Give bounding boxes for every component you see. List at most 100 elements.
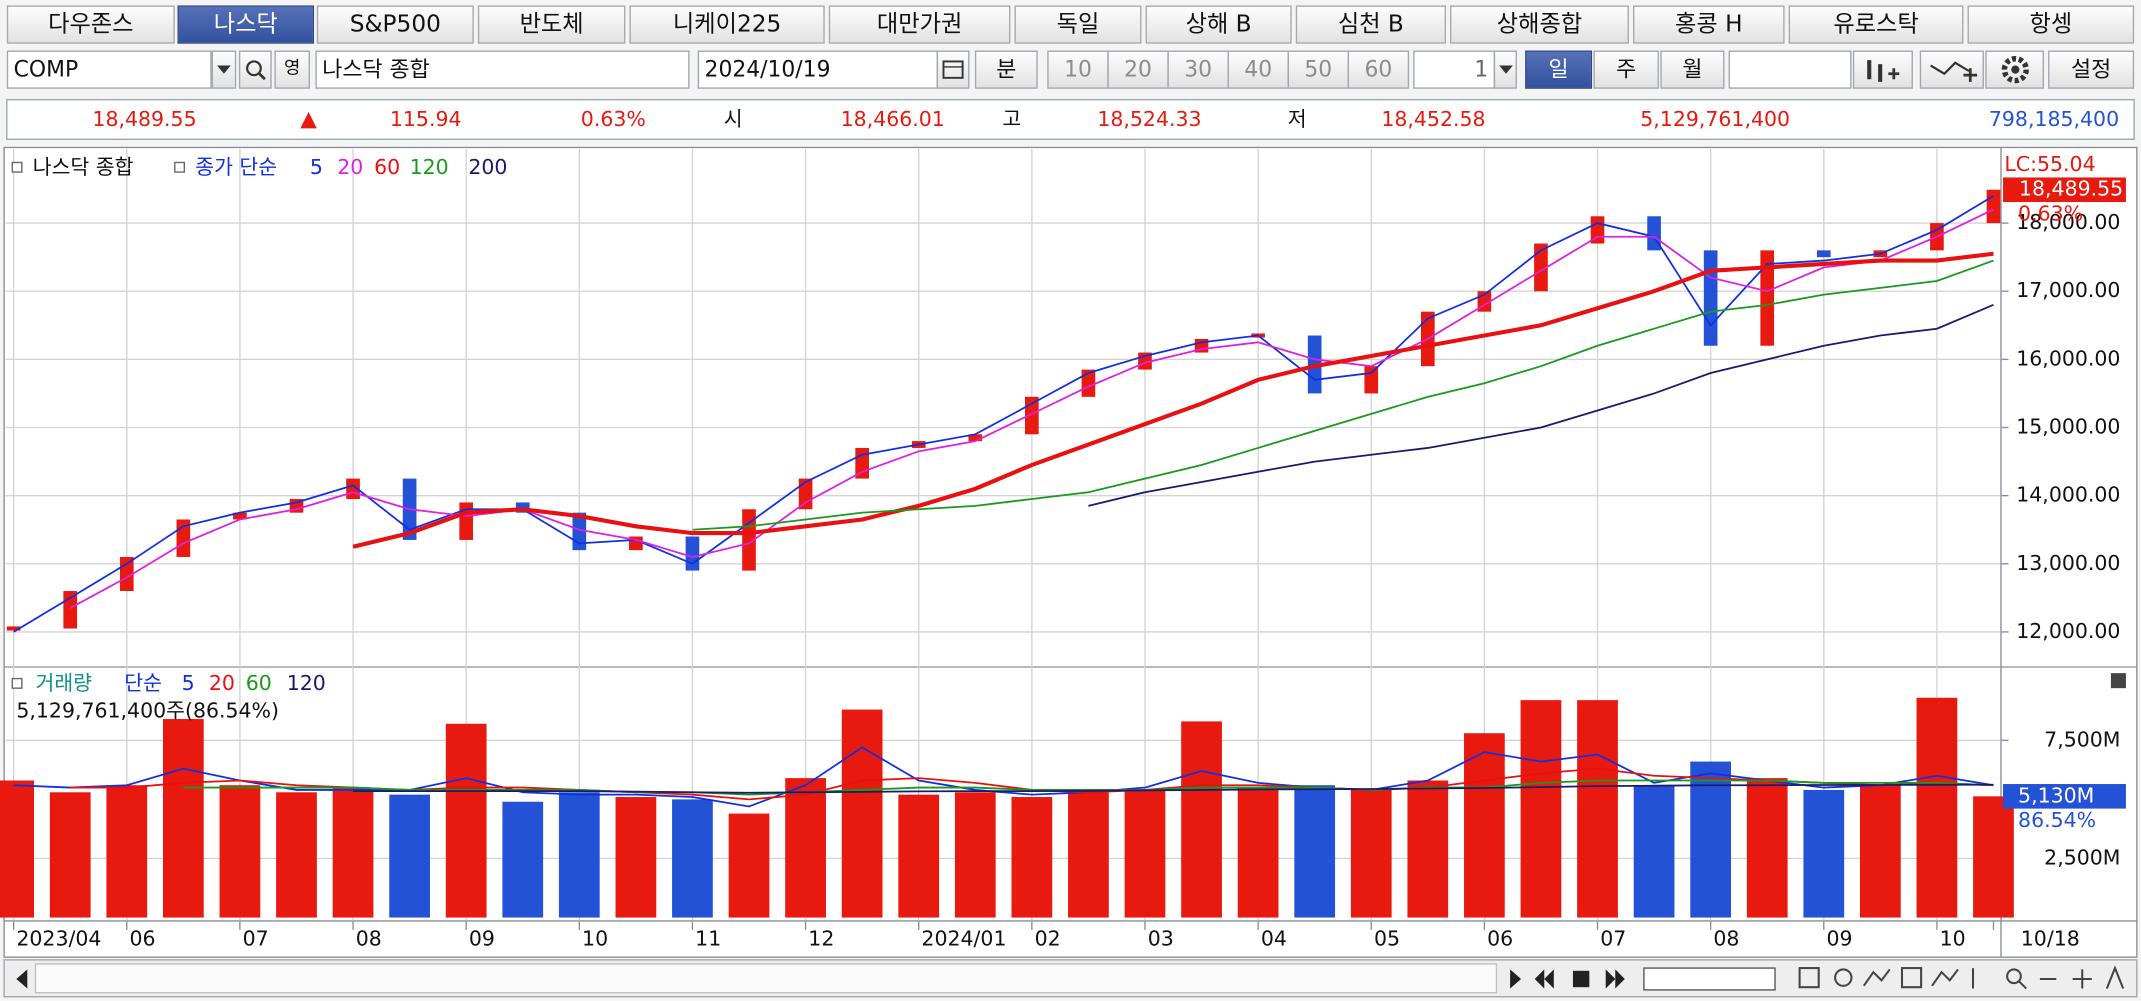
- scroll-right[interactable]: [1510, 969, 1522, 989]
- tab[interactable]: 심천 B: [1295, 5, 1446, 44]
- count-input[interactable]: 1: [1413, 50, 1496, 89]
- volume-bar: [1803, 789, 1845, 918]
- period-button[interactable]: 60: [1347, 50, 1410, 89]
- moving-average-line: [1088, 304, 1994, 507]
- zoom-slider[interactable]: [1643, 967, 1776, 991]
- x-tick-label: 09: [469, 926, 495, 950]
- moving-average-line: [692, 259, 1994, 531]
- x-tick-label: 12: [808, 926, 834, 950]
- volume-bar: [1124, 789, 1166, 918]
- quote-last: 18,489.55: [92, 107, 196, 131]
- last-volume-box: [2003, 784, 2126, 809]
- legend-entry: 120: [410, 155, 449, 179]
- volume-bar: [558, 792, 600, 918]
- legend-marker: [11, 161, 23, 173]
- volume-bar: [1464, 733, 1505, 918]
- period-button[interactable]: 20: [1107, 50, 1169, 89]
- legend-name: 거래량: [36, 671, 93, 695]
- volume-bar: [1973, 796, 2014, 918]
- indicator-button[interactable]: [1919, 50, 1984, 89]
- x-tick-label: 10: [1940, 926, 1966, 950]
- minute-button[interactable]: 분: [974, 50, 1038, 89]
- day-button[interactable]: 일: [1525, 50, 1593, 89]
- period-button[interactable]: 30: [1167, 50, 1229, 89]
- quote-volume: 5,129,761,400: [1640, 107, 1790, 131]
- volume-bar: [1520, 700, 1562, 918]
- last-value-box: [2003, 177, 2126, 203]
- scroll-stop[interactable]: [1572, 970, 1590, 988]
- blank-field[interactable]: [1728, 50, 1852, 89]
- legend-entry: 60: [246, 671, 272, 695]
- date-input[interactable]: 2024/10/19: [697, 50, 939, 89]
- tab[interactable]: 상해종합: [1450, 5, 1629, 44]
- scroll-prev[interactable]: [1534, 969, 1554, 989]
- volume-bar: [1068, 792, 1109, 918]
- settings-button[interactable]: 설정: [2048, 50, 2135, 89]
- price-candle: [1703, 250, 1718, 346]
- price-candle: [1364, 366, 1379, 394]
- volume-ratio-label: 86.54%: [2018, 808, 2096, 832]
- tab[interactable]: 독일: [1014, 5, 1142, 44]
- panel-close[interactable]: [2110, 673, 2126, 689]
- tab[interactable]: 니케이225: [629, 5, 825, 44]
- volume-bar: [0, 780, 35, 918]
- search-icon: [246, 60, 266, 81]
- volume-bar: [1577, 700, 1618, 918]
- volume-bar: [672, 799, 713, 918]
- quote-change-pct: 0.63%: [581, 107, 646, 131]
- tab[interactable]: 상해 B: [1145, 5, 1292, 44]
- tab[interactable]: 유로스탁: [1788, 5, 1964, 44]
- period-button[interactable]: 40: [1227, 50, 1289, 89]
- period-button[interactable]: 10: [1047, 50, 1109, 89]
- x-tick-label: 03: [1148, 926, 1174, 950]
- x-tick-label: 08: [1713, 926, 1739, 950]
- y-tick-label: 13,000.00: [2016, 551, 2120, 575]
- tab[interactable]: 대만가권: [828, 5, 1011, 44]
- config-button[interactable]: [1985, 50, 2045, 89]
- tab[interactable]: 다우존스: [6, 5, 175, 44]
- scroll-left[interactable]: [16, 969, 28, 989]
- scroll-next[interactable]: [1605, 969, 1625, 989]
- week-button[interactable]: 주: [1593, 50, 1659, 89]
- volume-bar: [49, 792, 91, 918]
- moving-average-line: [352, 251, 1994, 549]
- x-tick-label: 06: [1487, 926, 1513, 950]
- x-tick-label: 07: [1600, 926, 1626, 950]
- tab[interactable]: 홍콩 H: [1633, 5, 1785, 44]
- legend-marker: [11, 677, 23, 689]
- legend-marker: [174, 161, 186, 173]
- y-tick-label: 7,500M: [2044, 727, 2120, 751]
- legend-entry: 5: [310, 155, 323, 179]
- compare-button[interactable]: [1852, 50, 1913, 89]
- volume-bar: [615, 797, 657, 918]
- legend-entry: 20: [337, 155, 363, 179]
- tab[interactable]: 나스닥: [177, 5, 315, 44]
- legend-entry: 120: [287, 671, 326, 695]
- tab[interactable]: 반도체: [477, 5, 626, 44]
- lang-button[interactable]: 영: [274, 50, 310, 89]
- volume-bar: [502, 801, 544, 918]
- volume-bar: [1294, 785, 1336, 918]
- x-tick-label: 2023/04: [16, 926, 101, 950]
- chart-tools[interactable]: [1798, 965, 2125, 990]
- quote-high: 18,524.33: [1097, 107, 1201, 131]
- volume-bar: [1237, 787, 1279, 918]
- search-button[interactable]: [238, 50, 272, 89]
- compare-icon: [1867, 60, 1900, 82]
- month-button[interactable]: 월: [1660, 50, 1725, 89]
- code-dropdown[interactable]: [211, 50, 237, 89]
- volume-bar: [1011, 797, 1053, 918]
- calendar-button[interactable]: [936, 50, 970, 89]
- period-button[interactable]: 50: [1287, 50, 1350, 89]
- volume-bar: [1633, 785, 1675, 918]
- price-candle: [798, 478, 813, 510]
- price-candle: [459, 502, 474, 540]
- tab[interactable]: 항셍: [1967, 5, 2135, 44]
- scroll-track[interactable]: [34, 963, 1498, 994]
- count-dropdown[interactable]: [1493, 50, 1517, 89]
- code-input[interactable]: COMP: [6, 50, 212, 89]
- price-candle: [968, 434, 983, 442]
- tab[interactable]: S&P500: [316, 5, 474, 44]
